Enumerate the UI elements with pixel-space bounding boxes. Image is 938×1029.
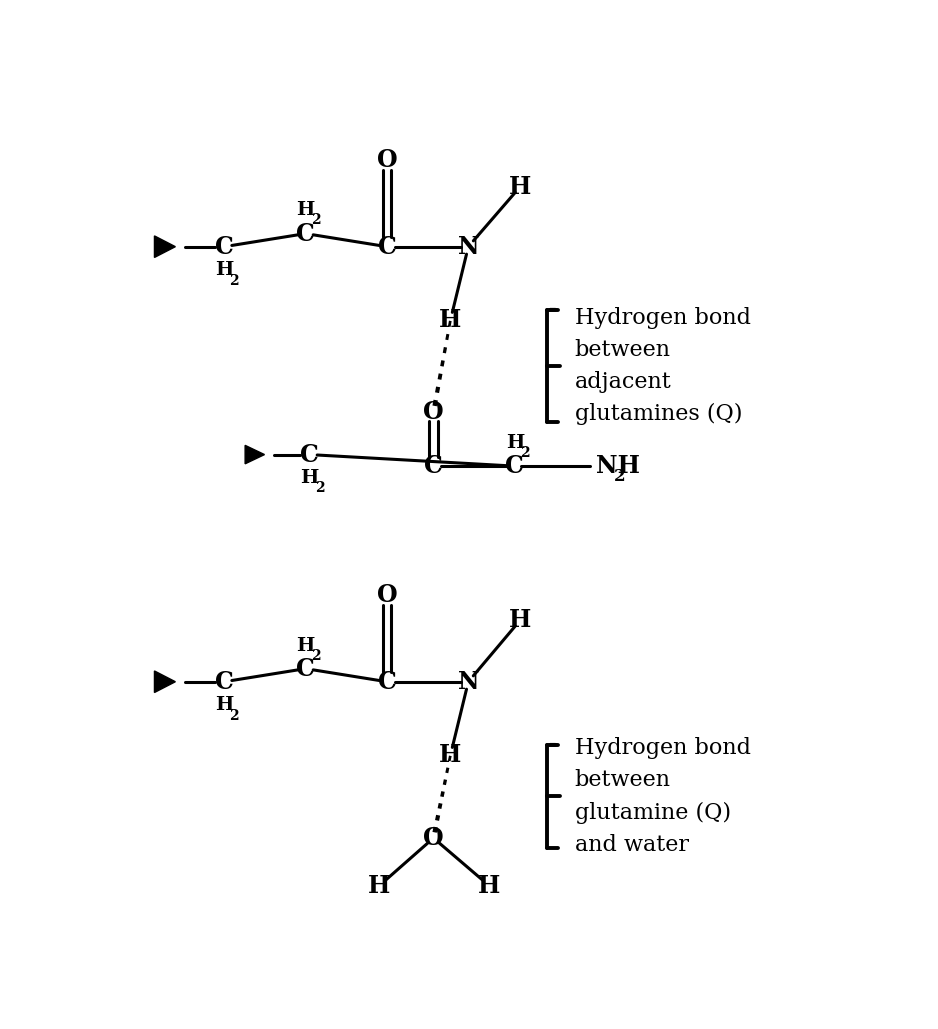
Text: H: H <box>509 175 532 199</box>
Text: N: N <box>458 670 479 694</box>
Text: O: O <box>377 583 398 607</box>
Text: H: H <box>439 743 461 767</box>
Text: 2: 2 <box>310 648 321 663</box>
Text: H: H <box>509 608 532 632</box>
Text: O: O <box>423 400 444 424</box>
Text: H: H <box>368 874 390 897</box>
Text: Hydrogen bond
between
glutamine (Q)
and water: Hydrogen bond between glutamine (Q) and … <box>574 737 750 856</box>
Text: C: C <box>378 235 397 258</box>
Text: H: H <box>215 260 234 279</box>
Text: 2: 2 <box>315 482 325 495</box>
Text: C: C <box>378 670 397 694</box>
Polygon shape <box>245 446 265 464</box>
Text: 2: 2 <box>230 274 239 287</box>
Polygon shape <box>155 236 175 257</box>
Text: O: O <box>423 826 444 850</box>
Text: C: C <box>215 670 234 694</box>
Text: 2: 2 <box>230 709 239 722</box>
Text: H: H <box>215 696 234 714</box>
Text: C: C <box>424 454 443 478</box>
Text: C: C <box>300 442 319 466</box>
Text: 2: 2 <box>520 446 530 460</box>
Text: H: H <box>439 308 461 331</box>
Text: NH: NH <box>597 454 641 478</box>
Text: C: C <box>215 235 234 258</box>
Text: N: N <box>458 235 479 258</box>
Text: O: O <box>377 148 398 173</box>
Text: H: H <box>296 637 315 654</box>
Text: H: H <box>300 468 319 487</box>
Text: 2: 2 <box>613 468 626 486</box>
Text: H: H <box>478 874 501 897</box>
Text: C: C <box>296 221 315 246</box>
Text: C: C <box>296 657 315 680</box>
Text: H: H <box>296 202 315 219</box>
Text: C: C <box>506 454 524 478</box>
Text: Hydrogen bond
between
adjacent
glutamines (Q): Hydrogen bond between adjacent glutamine… <box>574 307 750 425</box>
Text: 2: 2 <box>310 213 321 227</box>
Text: H: H <box>506 434 524 452</box>
Polygon shape <box>155 671 175 693</box>
